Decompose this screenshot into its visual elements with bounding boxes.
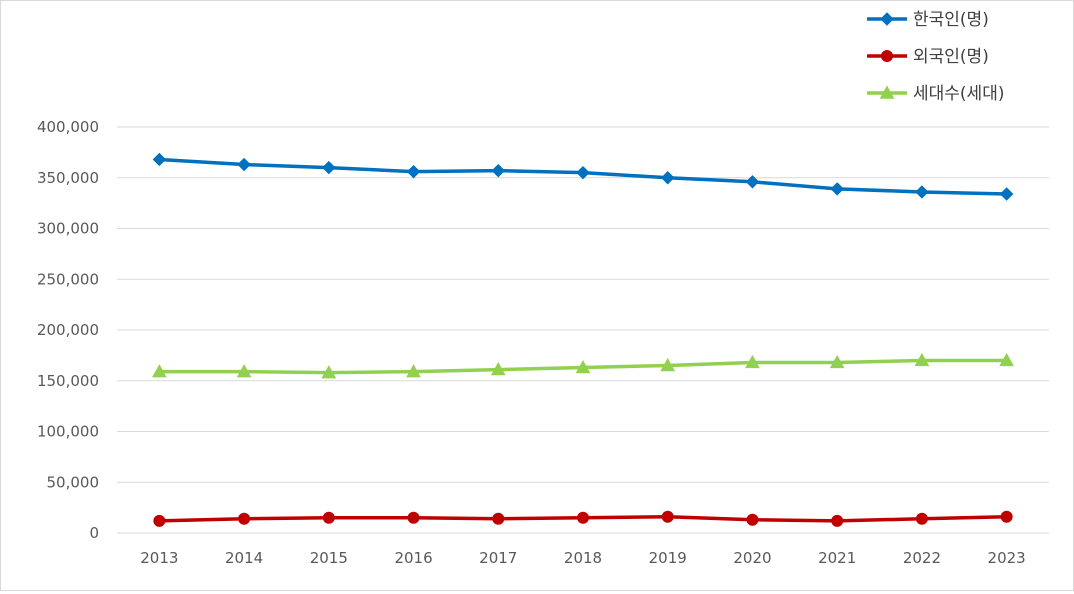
data-point [746, 513, 759, 526]
data-point [322, 160, 336, 175]
data-point [322, 511, 335, 524]
data-point [915, 185, 929, 199]
data-point [914, 352, 930, 367]
data-point [491, 163, 505, 178]
data-point [745, 175, 760, 189]
legend-label: 한국인(명) [913, 10, 989, 30]
data-point [577, 511, 589, 524]
data-point [829, 354, 845, 369]
x-tick-label: 2023 [988, 549, 1026, 567]
data-point [407, 511, 420, 524]
data-point [238, 512, 251, 525]
data-point [406, 364, 421, 378]
series-1 [152, 152, 1014, 201]
data-point [490, 362, 506, 376]
data-point [830, 182, 844, 196]
data-point [237, 157, 251, 172]
legend-swatch-marker [879, 85, 895, 99]
y-tick-label: 0 [89, 524, 99, 542]
series-3 [152, 352, 1014, 379]
data-point [661, 510, 674, 523]
data-point [999, 187, 1014, 201]
legend-swatch-marker [881, 50, 893, 62]
data-point [152, 364, 167, 378]
y-tick-label: 200,000 [37, 321, 99, 339]
series-2 [153, 510, 1013, 527]
legend-item: 세대수(세대) [867, 84, 1004, 104]
data-point [575, 360, 591, 374]
x-tick-label: 2018 [564, 549, 602, 567]
legend-label: 외국인(명) [913, 47, 989, 67]
data-point [321, 365, 337, 379]
data-point [406, 164, 421, 179]
y-tick-label: 100,000 [37, 423, 99, 441]
data-point [661, 171, 675, 185]
x-axis-ticks: 2013 2014 2015 2016 2017 2018 2019 2020 2021 2022… [140, 549, 1025, 567]
x-tick-label: 2017 [479, 549, 517, 567]
x-tick-label: 2013 [140, 549, 178, 567]
legend-item: 외국인(명) [867, 47, 989, 67]
gridlines [117, 126, 1049, 534]
y-tick-label: 150,000 [37, 372, 99, 390]
data-point [1000, 510, 1013, 523]
x-tick-label: 2021 [818, 549, 856, 567]
data-point [236, 364, 252, 378]
data-point [831, 514, 844, 527]
y-tick-label: 400,000 [37, 118, 99, 136]
data-point [915, 512, 928, 525]
y-tick-label: 350,000 [37, 169, 99, 187]
legend-swatch-marker [880, 12, 894, 26]
data-point [152, 152, 167, 167]
data-point [576, 165, 590, 180]
x-tick-label: 2015 [310, 549, 348, 567]
x-tick-label: 2014 [225, 549, 263, 567]
y-tick-label: 300,000 [37, 220, 99, 238]
data-point [745, 354, 760, 369]
y-axis-ticks: 0 50,000 100,000 150,000 200,000 250,000 300,0… [37, 118, 99, 542]
series-lines [152, 152, 1014, 527]
x-tick-label: 2020 [733, 549, 771, 567]
data-point [660, 357, 676, 372]
x-tick-label: 2019 [649, 549, 687, 567]
y-tick-label: 250,000 [37, 270, 99, 288]
data-point [492, 512, 505, 525]
x-tick-label: 2022 [903, 549, 941, 567]
legend-label: 세대수(세대) [913, 84, 1004, 104]
legend: 한국인(명) 외국인(명) 세대수(세대) [867, 10, 1004, 104]
x-tick-label: 2016 [394, 549, 432, 567]
data-point [153, 514, 166, 527]
y-tick-label: 50,000 [47, 473, 100, 491]
data-point [999, 352, 1014, 367]
legend-item: 한국인(명) [867, 10, 989, 30]
